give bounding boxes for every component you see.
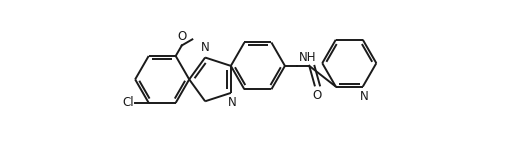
Text: N: N xyxy=(360,90,368,103)
Text: O: O xyxy=(177,30,186,43)
Text: O: O xyxy=(313,89,322,102)
Text: Cl: Cl xyxy=(122,96,134,109)
Text: NH: NH xyxy=(299,51,316,64)
Text: N: N xyxy=(228,96,236,109)
Text: N: N xyxy=(201,41,209,54)
